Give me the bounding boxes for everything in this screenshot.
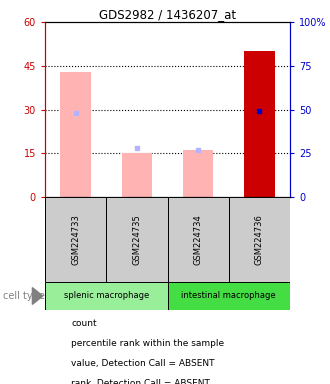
Bar: [244, 51, 275, 197]
Bar: [183, 150, 214, 197]
Bar: [60, 71, 91, 197]
Title: GDS2982 / 1436207_at: GDS2982 / 1436207_at: [99, 8, 236, 21]
Text: GSM224733: GSM224733: [71, 214, 80, 265]
Text: GSM224735: GSM224735: [132, 214, 141, 265]
Bar: [45, 282, 168, 310]
Bar: [121, 153, 152, 197]
Bar: [45, 197, 106, 282]
Bar: [106, 197, 168, 282]
Text: cell type: cell type: [3, 291, 45, 301]
Text: value, Detection Call = ABSENT: value, Detection Call = ABSENT: [71, 359, 215, 368]
Text: GSM224736: GSM224736: [255, 214, 264, 265]
Text: rank, Detection Call = ABSENT: rank, Detection Call = ABSENT: [71, 379, 210, 384]
Text: count: count: [71, 319, 97, 328]
Polygon shape: [32, 288, 43, 305]
Text: percentile rank within the sample: percentile rank within the sample: [71, 339, 224, 348]
Bar: [168, 197, 229, 282]
Text: intestinal macrophage: intestinal macrophage: [182, 291, 276, 301]
Text: splenic macrophage: splenic macrophage: [64, 291, 149, 301]
Text: GSM224734: GSM224734: [194, 214, 203, 265]
Bar: [229, 197, 290, 282]
Bar: [168, 282, 290, 310]
